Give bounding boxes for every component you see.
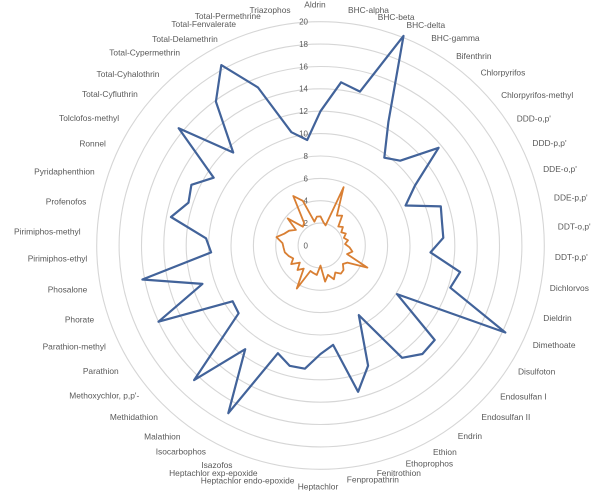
- svg-text:16: 16: [299, 62, 308, 71]
- svg-text:BHC-alpha: BHC-alpha: [348, 5, 389, 15]
- svg-text:6: 6: [304, 174, 309, 183]
- svg-text:12: 12: [299, 107, 308, 116]
- svg-text:Chlorpyrifos-methyl: Chlorpyrifos-methyl: [501, 90, 573, 100]
- svg-text:20: 20: [299, 18, 308, 27]
- svg-text:Total-Delamethrin: Total-Delamethrin: [152, 34, 218, 44]
- svg-text:Chlorpyrifos: Chlorpyrifos: [481, 67, 526, 77]
- svg-text:Endosulfan I: Endosulfan I: [500, 392, 547, 402]
- svg-text:BHC-delta: BHC-delta: [407, 20, 446, 30]
- svg-text:Ethion: Ethion: [433, 447, 457, 457]
- svg-text:Parathion-methyl: Parathion-methyl: [43, 341, 106, 351]
- svg-text:Bifenthrin: Bifenthrin: [456, 51, 492, 61]
- svg-text:Heptachlor endo-epoxide: Heptachlor endo-epoxide: [201, 475, 295, 485]
- svg-text:Dichlorvos: Dichlorvos: [550, 283, 589, 293]
- svg-text:Profenofos: Profenofos: [46, 197, 87, 207]
- svg-text:8: 8: [304, 152, 309, 161]
- svg-text:Fenpropathrin: Fenpropathrin: [347, 475, 399, 485]
- svg-text:DDD-o,p': DDD-o,p': [517, 114, 552, 124]
- svg-text:10: 10: [299, 130, 308, 139]
- svg-text:Dimethoate: Dimethoate: [533, 340, 576, 350]
- svg-text:2: 2: [304, 219, 309, 228]
- svg-text:Tolclofos-methyl: Tolclofos-methyl: [59, 113, 119, 123]
- svg-text:Total-Permethrine: Total-Permethrine: [195, 11, 261, 21]
- svg-text:Isocarbophos: Isocarbophos: [156, 446, 206, 456]
- svg-text:Pirimiphos-methyl: Pirimiphos-methyl: [14, 227, 81, 237]
- svg-text:Pyridaphenthion: Pyridaphenthion: [34, 167, 95, 177]
- svg-text:18: 18: [299, 40, 308, 49]
- svg-text:Malathion: Malathion: [144, 432, 181, 442]
- svg-text:DDT-o,p': DDT-o,p': [558, 222, 591, 232]
- svg-text:BHC-gamma: BHC-gamma: [431, 33, 480, 43]
- svg-text:Heptachlor exp-epoxide: Heptachlor exp-epoxide: [169, 468, 258, 478]
- svg-text:Ronnel: Ronnel: [79, 138, 106, 148]
- svg-text:Ethoprophos: Ethoprophos: [406, 459, 454, 469]
- svg-text:0: 0: [304, 241, 309, 250]
- svg-text:Methoxychlor, p,p'-: Methoxychlor, p,p'-: [69, 390, 139, 400]
- svg-text:BHC-beta: BHC-beta: [378, 12, 415, 22]
- svg-text:Parathion: Parathion: [83, 366, 119, 376]
- svg-text:Disulfoton: Disulfoton: [518, 367, 556, 377]
- svg-text:14: 14: [299, 85, 308, 94]
- svg-text:Dieldrin: Dieldrin: [543, 313, 572, 323]
- svg-text:Phorate: Phorate: [65, 314, 95, 324]
- svg-text:Isazofos: Isazofos: [201, 460, 232, 470]
- svg-text:Total-Cyhalothrin: Total-Cyhalothrin: [97, 69, 160, 79]
- svg-text:Aldrin: Aldrin: [304, 0, 326, 9]
- svg-text:Triazophos: Triazophos: [249, 5, 290, 15]
- svg-text:DDD-p,p': DDD-p,p': [532, 138, 567, 148]
- svg-text:Fenitrothion: Fenitrothion: [377, 468, 422, 478]
- svg-text:Endosulfan II: Endosulfan II: [481, 412, 530, 422]
- svg-text:DDT-p,p': DDT-p,p': [555, 252, 588, 262]
- svg-text:Total-Cyfluthrin: Total-Cyfluthrin: [82, 89, 138, 99]
- svg-text:Pirimiphos-ethyl: Pirimiphos-ethyl: [28, 254, 88, 264]
- svg-text:DDE-o,p': DDE-o,p': [543, 164, 577, 174]
- svg-text:Total-Fenvalerate: Total-Fenvalerate: [171, 19, 236, 29]
- svg-text:Methidathion: Methidathion: [110, 412, 158, 422]
- svg-text:4: 4: [304, 197, 309, 206]
- svg-text:Endrin: Endrin: [458, 431, 483, 441]
- svg-text:Heptachlor: Heptachlor: [298, 482, 339, 491]
- svg-text:Phosalone: Phosalone: [48, 284, 88, 294]
- svg-text:DDE-p,p': DDE-p,p': [554, 192, 588, 202]
- svg-text:Total-Cypermethrin: Total-Cypermethrin: [109, 47, 180, 57]
